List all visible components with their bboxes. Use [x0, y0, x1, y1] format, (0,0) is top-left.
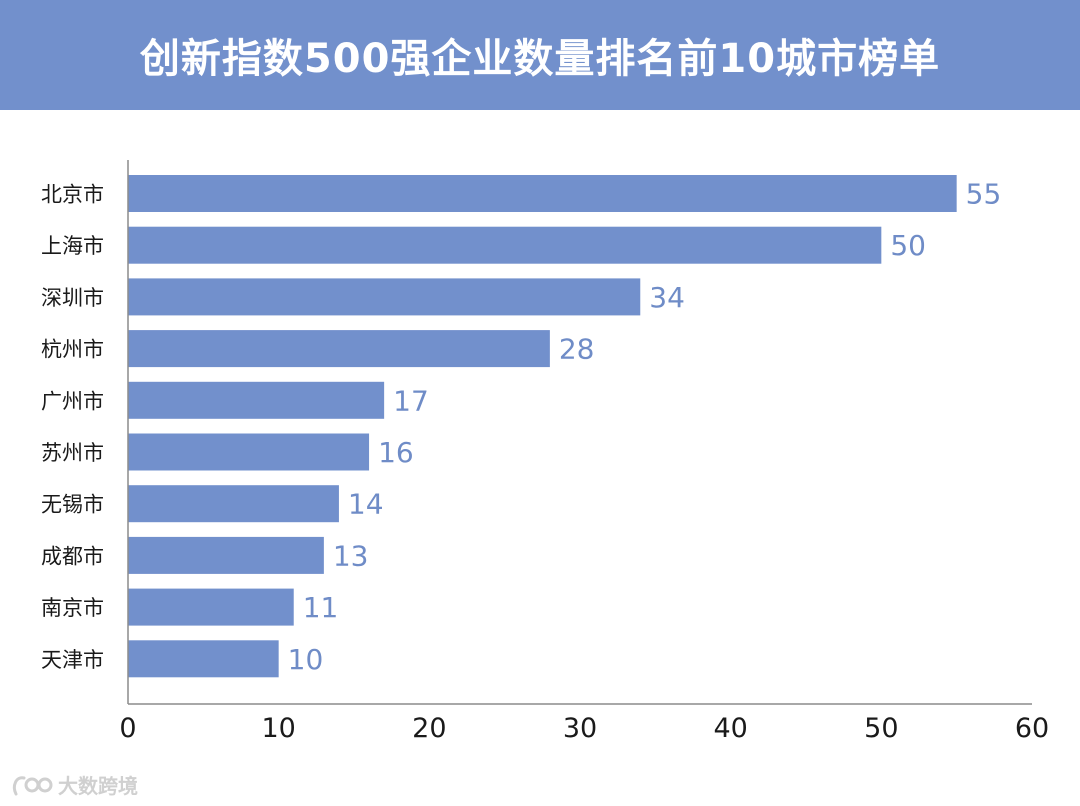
x-tick-label: 50	[864, 713, 898, 744]
x-tick-label: 60	[1015, 713, 1049, 744]
data-label: 17	[393, 384, 429, 417]
x-tick-label: 0	[119, 713, 136, 744]
bar	[128, 588, 294, 626]
bar	[128, 175, 957, 212]
title-banner: 创新指数500强企业数量排名前10城市榜单	[0, 0, 1080, 110]
x-tick-label: 10	[261, 713, 295, 744]
x-tick-label: 40	[713, 713, 747, 744]
watermark-logo-icon	[12, 775, 53, 795]
data-label: 10	[288, 643, 324, 676]
bar	[128, 640, 279, 678]
bars-layer: 55 50 34 28 17 16 14 13 11 10	[128, 175, 1002, 678]
watermark: 大数跨境	[10, 770, 138, 799]
bar-chart: 55 50 34 28 17 16 14 13 11 10 北京市上海市深圳市杭州市广州市苏州市无…	[41, 160, 1049, 744]
bar	[128, 381, 385, 419]
bar	[128, 226, 882, 264]
category-label: 杭州市	[41, 338, 104, 362]
category-label: 南京市	[41, 596, 104, 620]
category-label: 深圳市	[41, 286, 104, 310]
category-label: 天津市	[41, 648, 104, 672]
chart-title: 创新指数500强企业数量排名前10城市榜单	[139, 36, 941, 82]
data-label: 55	[966, 178, 1002, 211]
x-tick-label: 20	[412, 713, 446, 744]
data-label: 13	[333, 539, 369, 572]
data-label: 34	[649, 281, 685, 314]
category-label: 上海市	[41, 234, 104, 258]
bar	[128, 433, 370, 471]
data-label: 11	[303, 591, 339, 624]
category-label: 无锡市	[41, 493, 104, 517]
category-label: 成都市	[41, 544, 104, 568]
data-label: 50	[890, 229, 926, 262]
x-tick-label: 30	[563, 713, 597, 744]
category-label: 广州市	[41, 389, 104, 413]
bar	[128, 330, 550, 368]
bar	[128, 278, 641, 316]
data-label: 14	[348, 488, 384, 521]
bar	[128, 485, 339, 523]
bar	[128, 536, 324, 574]
category-label: 北京市	[41, 183, 104, 207]
data-label: 28	[559, 333, 595, 366]
watermark-text: 大数跨境	[58, 774, 138, 798]
data-label: 16	[378, 436, 414, 469]
category-label: 苏州市	[41, 441, 104, 465]
